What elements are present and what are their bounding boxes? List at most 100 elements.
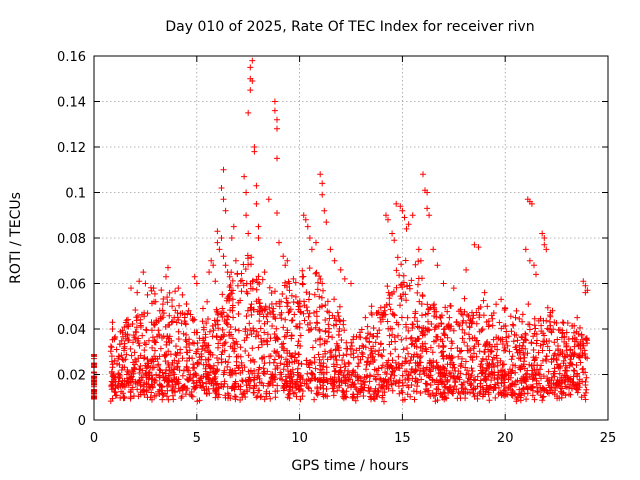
data-point	[545, 368, 552, 375]
data-point	[356, 373, 362, 380]
data-point	[415, 281, 421, 288]
data-point	[121, 343, 128, 350]
data-point	[210, 327, 217, 334]
data-point	[221, 331, 228, 338]
data-point	[274, 155, 280, 162]
data-point	[359, 342, 366, 349]
data-point	[109, 326, 116, 332]
data-point	[161, 377, 168, 384]
data-point	[125, 316, 131, 323]
data-point	[315, 389, 322, 396]
data-point	[150, 285, 157, 292]
data-point	[184, 376, 190, 382]
data-point	[537, 384, 544, 391]
data-point	[303, 289, 310, 296]
data-point	[407, 393, 414, 400]
data-point	[487, 383, 493, 390]
data-point	[112, 374, 119, 381]
data-point	[112, 392, 119, 399]
data-point	[524, 350, 531, 357]
data-point	[171, 314, 178, 321]
data-point	[567, 359, 573, 366]
data-point	[383, 384, 390, 391]
data-point	[384, 283, 391, 290]
data-point	[368, 303, 375, 310]
data-point	[161, 351, 168, 358]
data-point	[184, 349, 191, 356]
data-point	[134, 386, 141, 393]
data-point	[128, 373, 135, 380]
y-tick-label: 0	[78, 414, 86, 429]
data-point	[152, 347, 158, 354]
data-point	[224, 383, 231, 390]
data-point	[541, 386, 548, 393]
data-point	[391, 237, 398, 244]
data-point	[245, 230, 252, 237]
data-point	[250, 389, 257, 396]
data-point	[134, 379, 141, 386]
data-point	[568, 352, 575, 359]
data-point	[462, 358, 469, 365]
data-point	[140, 269, 147, 276]
data-point	[172, 288, 179, 295]
data-point	[149, 334, 156, 341]
data-point	[355, 377, 362, 384]
data-point	[522, 336, 529, 343]
data-point	[399, 284, 406, 291]
data-point	[276, 303, 283, 310]
data-point	[206, 378, 213, 385]
data-point	[322, 327, 329, 334]
data-point	[399, 397, 406, 404]
data-point	[329, 312, 336, 319]
data-point	[295, 300, 302, 307]
data-point	[298, 360, 305, 367]
data-point	[203, 320, 210, 327]
data-point	[142, 362, 149, 369]
data-point	[107, 348, 114, 355]
data-point	[558, 394, 565, 401]
data-point	[580, 369, 587, 376]
data-point	[267, 335, 274, 342]
data-point	[381, 311, 388, 318]
data-point	[524, 367, 531, 374]
data-point	[175, 328, 182, 335]
data-point	[312, 270, 319, 277]
data-point	[231, 348, 238, 355]
data-point	[468, 381, 475, 387]
data-point	[168, 337, 175, 344]
data-point	[247, 357, 254, 364]
data-point	[438, 378, 444, 385]
data-point	[262, 303, 269, 310]
data-point	[191, 340, 198, 347]
data-point	[247, 64, 254, 71]
data-point	[403, 368, 410, 375]
data-point	[412, 308, 419, 315]
data-point	[400, 272, 407, 279]
data-point	[502, 391, 509, 398]
data-point	[473, 309, 480, 316]
data-point	[582, 335, 589, 342]
data-point	[541, 387, 547, 394]
data-point	[247, 87, 254, 94]
data-point	[210, 262, 217, 269]
data-point	[422, 331, 428, 338]
data-point	[112, 333, 119, 340]
data-point	[441, 384, 448, 391]
data-point	[313, 269, 320, 276]
data-point	[165, 264, 171, 271]
data-point	[492, 381, 498, 388]
data-point	[475, 341, 482, 348]
data-point	[433, 333, 440, 340]
data-point	[137, 322, 144, 329]
data-point	[322, 302, 329, 309]
data-point	[437, 390, 444, 397]
data-point	[281, 333, 288, 340]
data-point	[243, 288, 250, 295]
data-point	[528, 200, 535, 207]
data-point	[205, 356, 212, 363]
data-point	[471, 350, 477, 357]
data-point	[403, 297, 410, 304]
data-point	[137, 316, 144, 323]
data-point	[224, 269, 231, 276]
data-point	[311, 309, 317, 316]
